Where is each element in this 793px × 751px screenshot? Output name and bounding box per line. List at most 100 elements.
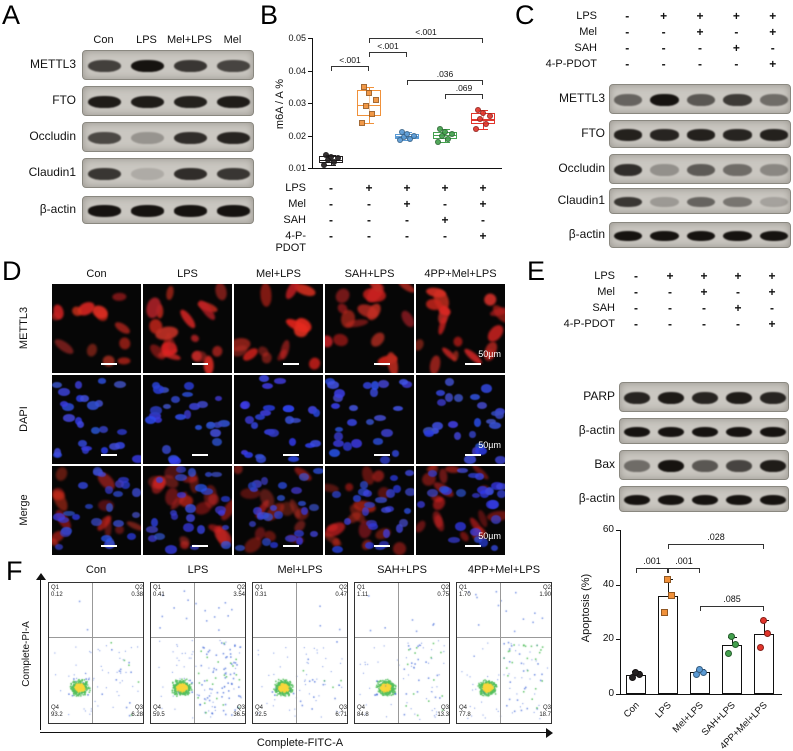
- treatment-name: 4-P-PDOT: [545, 58, 597, 70]
- cell-nucleus: [277, 482, 288, 490]
- cell-nucleus: [405, 469, 414, 477]
- data-point: [437, 126, 443, 132]
- data-point: [660, 608, 668, 616]
- blot-row-label: Claudin1: [557, 193, 605, 207]
- treatment-sign: -: [329, 181, 333, 195]
- cell-nucleus: [464, 455, 476, 464]
- y-axis: [312, 38, 314, 168]
- blot-band: [691, 459, 719, 473]
- treatment-sign: -: [770, 41, 775, 55]
- cell-nucleus: [380, 456, 390, 464]
- y-tick: [616, 530, 620, 531]
- treatment-sign: +: [660, 9, 668, 23]
- blot-band: [686, 163, 716, 177]
- quadrant-vline: [194, 583, 195, 723]
- if-image: [52, 284, 141, 373]
- cell-nucleus: [470, 528, 482, 536]
- cell-nucleus: [214, 395, 223, 402]
- flow-plot: Q1 0.31 Q2 0.47 Q4 92.5 Q3 6.71: [252, 582, 348, 724]
- cell-nucleus: [255, 453, 264, 459]
- blot-band: [623, 426, 651, 438]
- sig-label: .085: [723, 594, 741, 604]
- quadrant-label: Q3: [542, 705, 551, 711]
- x-axis: [620, 694, 782, 696]
- blot-band: [614, 196, 643, 208]
- blot-row-label: Occludin: [29, 129, 76, 143]
- apoptosis-y-axis-title: Apoptosis (%): [580, 573, 592, 643]
- panel-a-western-blots: A Con LPS Mel+LPS Mel METTL3 FTO Occludin Claud…: [0, 0, 258, 256]
- quadrant-label: Q2: [134, 585, 143, 591]
- cell-blob: [425, 286, 446, 299]
- quadrant-value: 59.5: [153, 712, 165, 718]
- quadrant-vline: [296, 583, 297, 723]
- quadrant-label: Q2: [440, 585, 449, 591]
- lane-label: Mel: [223, 34, 242, 46]
- treatment-name: LPS: [594, 270, 615, 282]
- blot-band: [650, 129, 679, 141]
- blot-band: [759, 163, 788, 177]
- cell-nucleus: [308, 503, 319, 512]
- cell-blob: [53, 466, 70, 483]
- quadrant-value: 84.8: [357, 712, 369, 718]
- treatment-sign: -: [634, 285, 638, 299]
- data-point: [361, 83, 367, 90]
- treatment-sign: -: [702, 317, 706, 331]
- treatment-sign: +: [479, 197, 487, 211]
- scale-bar: [191, 545, 208, 547]
- cell-nucleus: [365, 418, 374, 425]
- quadrant-value: 1.11: [357, 592, 369, 598]
- quadrant-value: 77.8: [459, 712, 471, 718]
- blot-band: [725, 494, 753, 506]
- cell-nucleus: [496, 483, 505, 491]
- if-image: 50µm: [416, 466, 505, 555]
- cell-nucleus: [270, 542, 278, 548]
- cell-nucleus: [258, 375, 269, 382]
- treatment-sign: -: [634, 301, 638, 315]
- cell-nucleus: [432, 421, 443, 430]
- flow-x-axis-title: Complete-FITC-A: [256, 737, 344, 749]
- cell-nucleus: [256, 513, 265, 520]
- cell-nucleus: [329, 448, 341, 457]
- quadrant-label: Q1: [357, 585, 366, 591]
- cell-nucleus: [378, 380, 390, 388]
- cell-blob: [84, 342, 99, 359]
- cell-nucleus: [269, 504, 278, 511]
- cell-nucleus: [235, 544, 246, 552]
- cell-nucleus: [331, 546, 344, 554]
- if-image: 50µm: [416, 284, 505, 373]
- blot-row-label: β-actin: [578, 491, 615, 505]
- treatment-sign: +: [700, 285, 708, 299]
- cell-nucleus: [132, 512, 140, 519]
- treatment-sign: -: [736, 285, 740, 299]
- if-image: [234, 284, 323, 373]
- quadrant-value: 6.71: [335, 712, 347, 718]
- cell-nucleus: [431, 427, 440, 435]
- y-tick: [616, 694, 620, 695]
- cell-nucleus: [375, 497, 387, 503]
- cell-nucleus: [325, 378, 336, 385]
- cell-nucleus: [156, 476, 164, 484]
- cell-nucleus: [241, 400, 251, 410]
- cell-nucleus: [121, 480, 130, 489]
- blot-row-label: METTL3: [558, 91, 605, 105]
- cell-nucleus: [90, 517, 102, 527]
- sig-bracket: [369, 52, 407, 57]
- blot-row-label: Claudin1: [28, 165, 76, 179]
- cell-nucleus: [298, 473, 310, 482]
- cell-nucleus: [169, 456, 181, 464]
- blot-band: [759, 93, 788, 107]
- sig-bracket: [369, 38, 483, 43]
- cell-nucleus: [330, 402, 341, 409]
- blot-band: [173, 167, 208, 181]
- cell-nucleus: [485, 487, 493, 495]
- blot-band: [130, 167, 165, 181]
- cell-nucleus: [113, 491, 124, 498]
- cell-nucleus: [495, 410, 504, 419]
- scale-bar: [464, 545, 481, 547]
- cell-nucleus: [267, 429, 279, 438]
- y-tick-label: 0.04: [288, 65, 306, 76]
- cell-nucleus: [486, 419, 496, 425]
- scale-bar: [191, 363, 208, 365]
- cell-nucleus: [343, 517, 352, 525]
- blot-band: [173, 205, 208, 217]
